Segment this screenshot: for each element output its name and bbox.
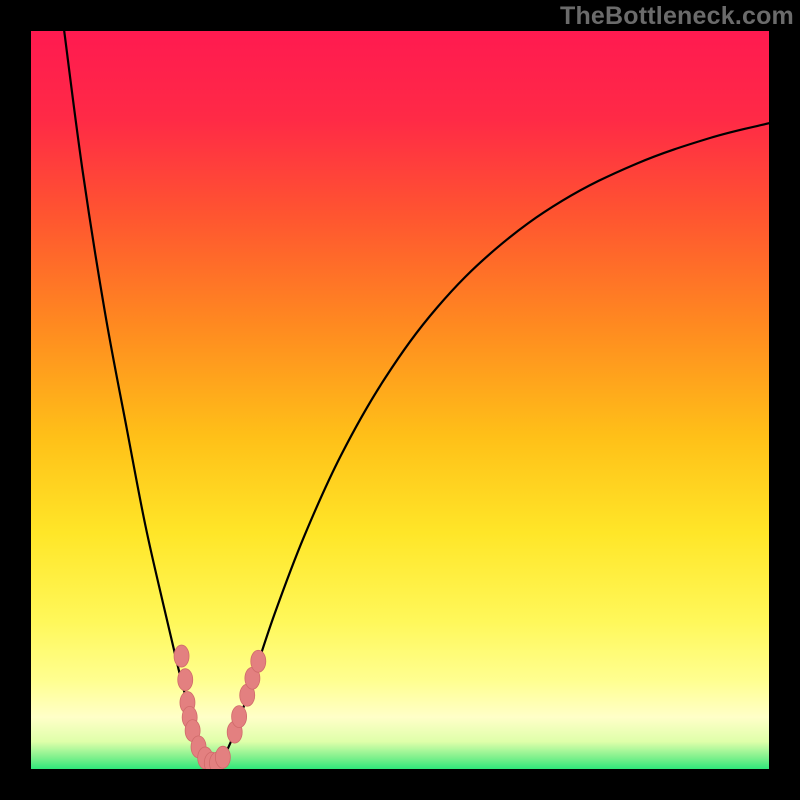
- data-marker: [232, 706, 247, 728]
- data-marker: [178, 669, 193, 691]
- chart-stage: TheBottleneck.com: [0, 0, 800, 800]
- plot-background: [31, 31, 769, 769]
- data-marker: [251, 650, 266, 672]
- watermark-text: TheBottleneck.com: [560, 2, 794, 31]
- data-marker: [174, 645, 189, 667]
- data-marker: [215, 746, 230, 768]
- bottleneck-chart: [0, 0, 800, 800]
